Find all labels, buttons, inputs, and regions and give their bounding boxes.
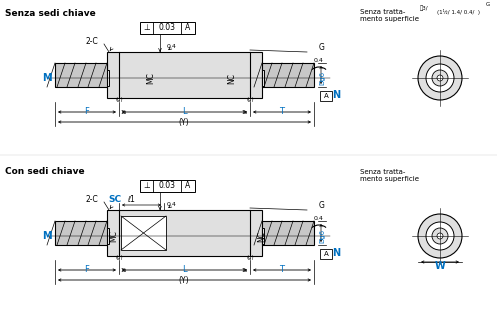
Bar	[262, 228, 264, 244]
Text: 0.4: 0.4	[314, 216, 324, 221]
Text: (g): (g)	[246, 256, 254, 260]
Text: Senza tratta-: Senza tratta-	[360, 169, 406, 175]
Text: 0.4: 0.4	[167, 44, 177, 48]
Text: (Y): (Y)	[179, 276, 189, 284]
Text: A: A	[324, 251, 329, 257]
Text: 1b: 1b	[242, 110, 248, 114]
Text: mento superficie: mento superficie	[360, 176, 419, 182]
Bar	[262, 221, 314, 245]
Text: Senza sedi chiave: Senza sedi chiave	[5, 9, 96, 18]
Bar	[107, 52, 262, 98]
Text: MC: MC	[147, 72, 156, 84]
Text: W: W	[434, 261, 445, 271]
Bar	[262, 70, 264, 86]
Text: T: T	[279, 107, 284, 117]
Text: 0.4: 0.4	[167, 202, 177, 206]
Text: Dg6: Dg6	[319, 71, 325, 85]
Text: M: M	[42, 73, 52, 83]
Text: 1b: 1b	[121, 110, 127, 114]
Circle shape	[418, 56, 462, 100]
Text: L: L	[182, 107, 186, 117]
Circle shape	[437, 233, 443, 239]
Bar	[320, 91, 332, 101]
Text: Con sedi chiave: Con sedi chiave	[5, 167, 84, 176]
Bar	[55, 63, 107, 87]
Text: 3/: 3/	[420, 5, 428, 11]
Circle shape	[418, 214, 462, 258]
Text: SC: SC	[108, 195, 122, 204]
Text: (g): (g)	[115, 98, 123, 102]
Circle shape	[426, 222, 454, 250]
Text: A: A	[185, 23, 191, 33]
Text: T: T	[279, 265, 284, 275]
Bar	[140, 22, 195, 34]
Text: 2-C: 2-C	[85, 196, 98, 204]
Text: (1¹⁄₂/ 1.4/ 0.4/  ): (1¹⁄₂/ 1.4/ 0.4/ )	[437, 9, 480, 15]
Text: 1b: 1b	[242, 268, 248, 272]
Text: 0.4: 0.4	[314, 58, 324, 63]
Text: M: M	[42, 231, 52, 241]
Text: G: G	[319, 200, 325, 210]
Bar	[262, 63, 314, 87]
Text: MC: MC	[109, 230, 118, 242]
Text: 0.03: 0.03	[159, 181, 175, 191]
Text: Dg6: Dg6	[319, 229, 325, 243]
Text: (g): (g)	[246, 98, 254, 102]
Text: N: N	[332, 248, 340, 258]
Text: ℓ1: ℓ1	[127, 195, 135, 204]
Circle shape	[437, 75, 443, 81]
Bar	[107, 228, 109, 244]
Text: ⊥: ⊥	[144, 181, 150, 191]
Text: G: G	[486, 2, 490, 7]
Text: 0.03: 0.03	[159, 23, 175, 33]
Bar	[140, 180, 195, 192]
Text: 1b: 1b	[121, 268, 127, 272]
Text: N: N	[332, 90, 340, 100]
Text: A: A	[185, 181, 191, 191]
Bar	[107, 70, 109, 86]
Text: Senza tratta-: Senza tratta-	[360, 9, 406, 15]
Bar	[55, 221, 107, 245]
Text: NC: NC	[228, 72, 237, 83]
Circle shape	[432, 228, 448, 244]
Text: L: L	[182, 265, 186, 275]
Text: A: A	[324, 93, 329, 99]
Text: mento superficie: mento superficie	[360, 16, 419, 22]
Text: G: G	[319, 42, 325, 52]
Circle shape	[426, 64, 454, 92]
Text: NC: NC	[257, 230, 266, 241]
Bar	[320, 249, 332, 259]
Text: ⊥: ⊥	[144, 23, 150, 33]
Text: (g): (g)	[115, 256, 123, 260]
Text: F: F	[84, 265, 89, 275]
Bar	[121, 216, 166, 250]
Circle shape	[432, 70, 448, 86]
Text: 2-C: 2-C	[85, 38, 98, 46]
Bar	[107, 210, 262, 256]
Text: (Y): (Y)	[179, 118, 189, 126]
Text: F: F	[84, 107, 89, 117]
